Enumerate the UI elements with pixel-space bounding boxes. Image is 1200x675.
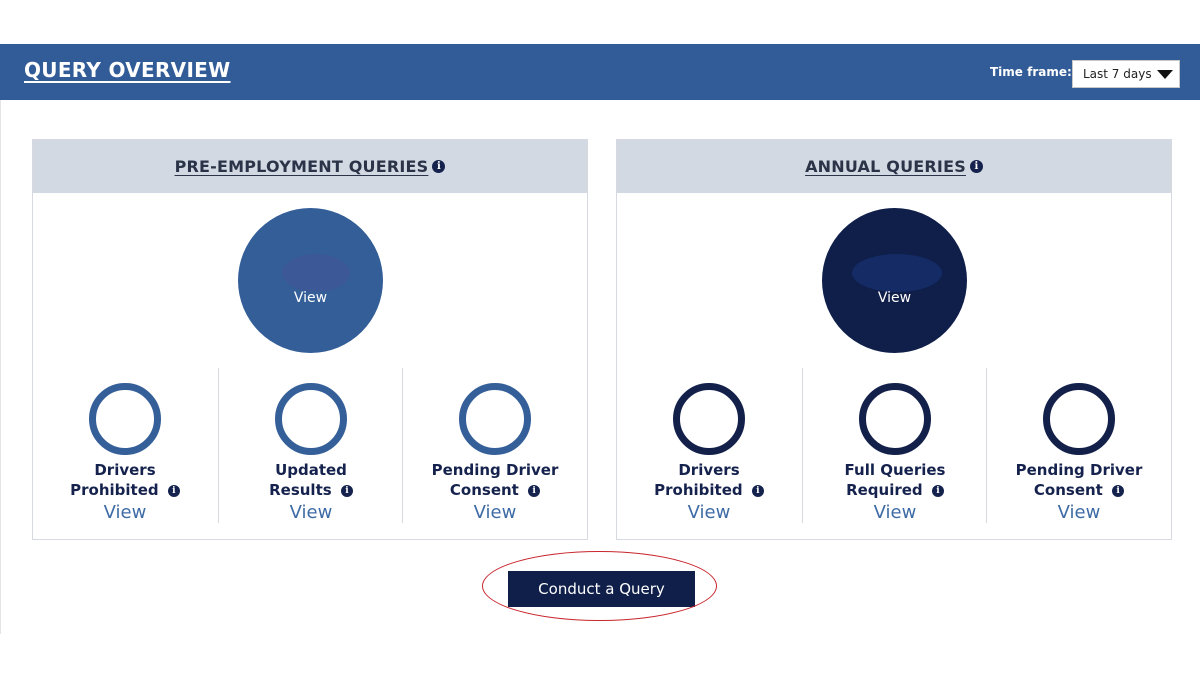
metric-ring[interactable] (89, 383, 161, 455)
timeframe-value: Last 7 days (1083, 67, 1152, 81)
metric-view-link[interactable]: View (473, 502, 517, 523)
metric-label-line1: Pending Driver (1015, 461, 1143, 479)
metric-view-link[interactable]: View (873, 502, 917, 523)
info-icon[interactable]: i (432, 160, 446, 173)
metric-label: Drivers Prohibited i (617, 460, 801, 500)
metric-label-line2: Consent (1033, 481, 1103, 499)
metric-view-link[interactable]: View (289, 502, 333, 523)
metric-label: Pending Driver Consent i (403, 460, 587, 500)
metric-label-line1: Pending Driver (431, 461, 559, 479)
annual-title[interactable]: ANNUAL QUERIES (805, 157, 966, 176)
timeframe-label: Time frame: (990, 65, 1072, 79)
annual-summary-circle[interactable]: View (822, 208, 967, 353)
metric-full-queries-required: Full Queries Required i View (802, 368, 987, 523)
timeframe-select[interactable]: Last 7 days (1072, 60, 1180, 88)
info-icon[interactable]: i (1112, 484, 1125, 497)
annual-panel-header: ANNUAL QUERIES i (617, 140, 1171, 193)
page-frame (0, 44, 1200, 634)
page-title: QUERY OVERVIEW (24, 58, 231, 82)
metric-ring[interactable] (459, 383, 531, 455)
metric-view-link[interactable]: View (687, 502, 731, 523)
metric-pending-driver-consent: Pending Driver Consent i View (402, 368, 587, 523)
metric-label-line2: Required (846, 481, 923, 499)
info-icon[interactable]: i (528, 484, 541, 497)
pre-employment-title[interactable]: PRE-EMPLOYMENT QUERIES (174, 157, 429, 176)
metric-label-line1: Updated (275, 461, 347, 479)
metric-view-link[interactable]: View (103, 502, 147, 523)
pre-employment-summary-circle[interactable]: View (238, 208, 383, 353)
metric-drivers-prohibited: Drivers Prohibited i View (33, 368, 217, 523)
annual-view-link[interactable]: View (877, 290, 912, 306)
info-icon[interactable]: i (931, 484, 944, 497)
metric-label-line1: Full Queries (844, 461, 946, 479)
metric-label-line2: Consent (449, 481, 519, 499)
metric-label-line2: Results (269, 481, 332, 499)
summary-count-placeholder (852, 254, 942, 292)
page-header: QUERY OVERVIEW Time frame: Last 7 days (0, 44, 1200, 100)
annual-panel: ANNUAL QUERIES i View Drivers Prohibited… (616, 139, 1172, 540)
metric-label: Pending Driver Consent i (987, 460, 1171, 500)
info-icon[interactable]: i (751, 484, 764, 497)
metric-label: Drivers Prohibited i (33, 460, 217, 500)
metric-label: Full Queries Required i (803, 460, 987, 500)
metric-label-line1: Drivers (678, 461, 740, 479)
caret-down-icon (1157, 70, 1173, 79)
metric-ring[interactable] (1043, 383, 1115, 455)
metric-pending-driver-consent: Pending Driver Consent i View (986, 368, 1171, 523)
metric-label-line2: Prohibited (70, 481, 159, 499)
metric-label-line1: Drivers (94, 461, 156, 479)
metric-drivers-prohibited: Drivers Prohibited i View (617, 368, 801, 523)
pre-employment-view-link[interactable]: View (293, 290, 328, 306)
pre-employment-metrics: Drivers Prohibited i View Updated Result… (33, 368, 587, 523)
pre-employment-panel: PRE-EMPLOYMENT QUERIES i View Drivers Pr… (32, 139, 588, 540)
info-icon[interactable]: i (340, 484, 353, 497)
annual-metrics: Drivers Prohibited i View Full Queries R… (617, 368, 1171, 523)
metric-ring[interactable] (673, 383, 745, 455)
pre-employment-panel-header: PRE-EMPLOYMENT QUERIES i (33, 140, 587, 193)
metric-ring[interactable] (859, 383, 931, 455)
info-icon[interactable]: i (969, 160, 983, 173)
info-icon[interactable]: i (167, 484, 180, 497)
metric-ring[interactable] (275, 383, 347, 455)
summary-count-placeholder (282, 254, 350, 292)
metric-updated-results: Updated Results i View (218, 368, 403, 523)
metric-label-line2: Prohibited (654, 481, 743, 499)
metric-label: Updated Results i (219, 460, 403, 500)
metric-view-link[interactable]: View (1057, 502, 1101, 523)
conduct-query-button[interactable]: Conduct a Query (508, 571, 695, 607)
